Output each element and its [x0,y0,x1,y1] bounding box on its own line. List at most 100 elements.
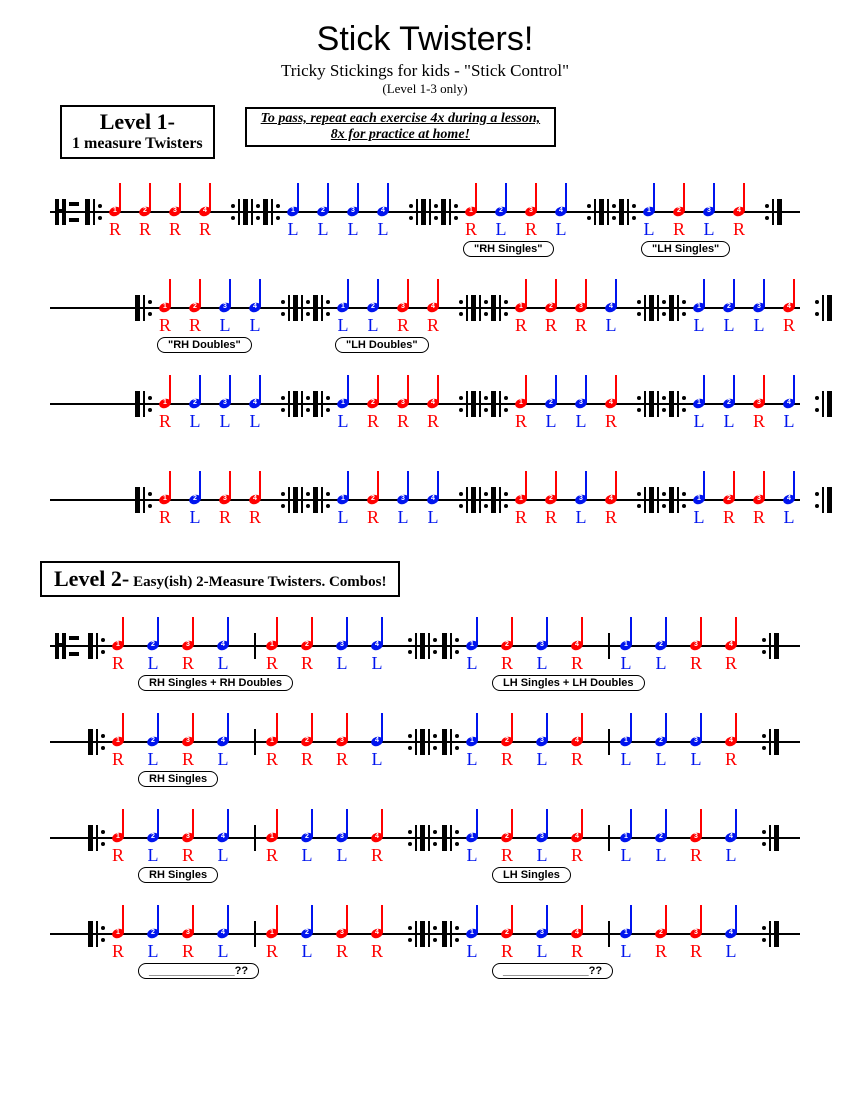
note-l: 2L [301,905,315,965]
note-r: 2R [655,905,669,965]
staff-row: 1R2R3L4L"RH Doubles"1L2L3R4R"LH Doubles"… [30,265,820,355]
note-r: 2R [501,809,515,869]
note-r: 3R [219,471,233,531]
page-title: Stick Twisters! [30,20,820,59]
level1-box: Level 1- 1 measure Twisters [60,105,215,159]
staff-row: 1R2L3R4L1R2R3R4LRH Singles1L2R3L4R1L2L3L… [30,699,820,789]
note-l: 3L [219,279,233,339]
note-l: 4L [249,375,263,435]
note-r: 4R [571,905,585,965]
note-l: 1L [693,471,707,531]
note-r: 4R [571,617,585,677]
note-r: 1R [465,183,479,243]
note-r: 3R [525,183,539,243]
note-l: 3L [536,713,550,773]
note-r: 3R [753,471,767,531]
note-l: 2L [147,713,161,773]
note-l: 4L [371,617,385,677]
note-r: 4R [733,183,747,243]
note-l: 2L [655,809,669,869]
note-r: 4R [249,471,263,531]
note-r: 3R [182,713,196,773]
note-l: 3L [219,375,233,435]
note-l: 2L [147,617,161,677]
note-r: 3R [336,905,350,965]
note-r: 1R [266,905,280,965]
note-r: 1R [266,617,280,677]
note-r: 2R [501,905,515,965]
level1-heading: Level 1- [72,109,203,135]
note-l: 3L [397,471,411,531]
barline [254,633,256,659]
level2-heading: Level 2- [54,566,129,591]
level2-sub: Easy(ish) 2-Measure Twisters. Combos! [133,574,386,590]
note-r: 4R [427,375,441,435]
note-l: 2L [189,375,203,435]
note-l: 1L [337,471,351,531]
note-l: 4L [783,375,797,435]
barline [254,729,256,755]
note-l: 2L [317,183,331,243]
note-l: 1L [693,279,707,339]
note-r: 4R [371,809,385,869]
note-r: 1R [112,617,126,677]
note-l: 3L [536,809,550,869]
exercise-label: ______________?? [492,963,613,979]
staff-row: 1R2L3R4L1R2R3L4LRH Singles + RH Doubles1… [30,603,820,693]
note-r: 4R [371,905,385,965]
note-l: 1L [466,905,480,965]
note-r: 1R [266,809,280,869]
note-r: 3R [753,375,767,435]
note-l: 2L [147,809,161,869]
note-l: 2L [545,375,559,435]
note-r: 2R [723,471,737,531]
note-l: 4L [249,279,263,339]
note-l: 1L [337,375,351,435]
note-l: 4L [725,809,739,869]
note-l: 2L [147,905,161,965]
note-r: 3R [182,809,196,869]
barline [608,825,610,851]
note-l: 4L [555,183,569,243]
note-r: 3R [397,279,411,339]
staff-line [50,645,800,647]
note-r: 2R [367,471,381,531]
note-r: 1R [515,279,529,339]
note-r: 2R [545,471,559,531]
level1-sub: 1 measure Twisters [72,135,203,153]
note-l: 1L [620,617,634,677]
exercise-label: RH Singles [138,867,218,883]
staff-row: 1R2L3R4R1L2R3L4L1R2R3L4R1L2R3R4L [30,457,820,547]
note-l: 2L [723,279,737,339]
exercise-label: RH Singles [138,771,218,787]
note-l: 2L [723,375,737,435]
note-l: 4L [783,471,797,531]
staff-line [50,741,800,743]
exercise-label: LH Singles + LH Doubles [492,675,645,691]
note-l: 4L [605,279,619,339]
note-r: 2R [367,375,381,435]
note-r: 4R [427,279,441,339]
staff-row: 1R2L3L4L1L2R3R4R1R2L3L4R1L2L3R4L [30,361,820,451]
pass-instruction-box: To pass, repeat each exercise 4x during … [245,107,556,147]
staff-line [50,933,800,935]
note-l: 3L [336,617,350,677]
note-r: 1R [515,375,529,435]
note-r: 1R [159,279,173,339]
note-l: 2L [367,279,381,339]
note-r: 2R [301,617,315,677]
note-r: 4R [571,713,585,773]
note-l: 1L [466,617,480,677]
note-l: 1L [643,183,657,243]
note-r: 3R [182,905,196,965]
note-r: 3R [397,375,411,435]
note-l: 4L [217,905,231,965]
exercise-label: ______________?? [138,963,259,979]
level1-exercises: 1R2R3R4R1L2L3L4L1R2L3R4L"RH Singles"1L2R… [30,169,820,547]
exercise-label: "LH Doubles" [335,337,429,353]
note-l: 1L [466,809,480,869]
note-l: 3L [575,471,589,531]
note-l: 3L [336,809,350,869]
note-r: 2R [545,279,559,339]
note-r: 4R [605,471,619,531]
